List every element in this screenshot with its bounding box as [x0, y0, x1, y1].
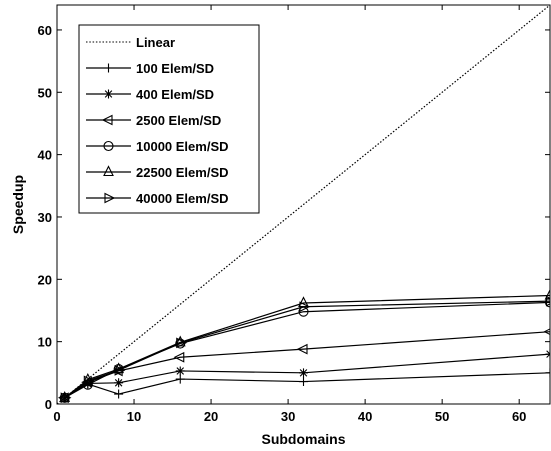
data-point — [175, 374, 185, 384]
data-point — [299, 377, 308, 387]
x-tick-label: 50 — [435, 409, 449, 424]
legend-label: 22500 Elem/SD — [136, 165, 229, 180]
data-point — [545, 368, 550, 378]
series-line — [64, 331, 550, 399]
y-tick-label: 20 — [38, 272, 52, 287]
data-point — [544, 297, 550, 308]
x-tick-label: 10 — [127, 409, 141, 424]
legend-marker — [104, 63, 113, 73]
y-tick-label: 40 — [38, 148, 52, 163]
y-tick-label: 30 — [38, 210, 52, 225]
x-axis-label: Subdomains — [261, 431, 345, 447]
series-line — [57, 5, 550, 404]
data-point — [60, 392, 72, 404]
y-tick-label: 60 — [38, 23, 52, 38]
data-point — [57, 392, 69, 404]
plot-frame — [56, 4, 551, 405]
y-tick-label: 50 — [38, 85, 52, 100]
legend-label: 400 Elem/SD — [136, 87, 214, 102]
data-point — [175, 366, 185, 376]
y-tick-label: 0 — [45, 397, 52, 412]
legend-label: 10000 Elem/SD — [136, 139, 229, 154]
series-40000-elem-sd — [60, 295, 550, 404]
data-point — [114, 364, 126, 376]
data-point — [83, 375, 95, 387]
x-tick-label: 60 — [512, 409, 526, 424]
legend-box — [78, 24, 260, 214]
legend-marker — [103, 165, 114, 177]
ticks-layer: 0 10 20 30 40 50 60 0 10 20 30 40 50 60 — [38, 5, 550, 424]
y-tick-label: 10 — [38, 335, 52, 350]
legend-label: Linear — [136, 35, 175, 50]
x-tick-label: 0 — [53, 409, 60, 424]
legend-marker — [104, 192, 116, 204]
data-point — [544, 288, 550, 300]
series-linear — [57, 5, 550, 404]
legend-marker — [103, 140, 114, 152]
data-point — [296, 343, 308, 355]
series-100-elem-sd — [60, 368, 550, 403]
y-axis-label: Speedup — [10, 175, 26, 234]
data-point — [545, 295, 550, 307]
legend-marker — [104, 89, 113, 99]
series-line — [64, 372, 550, 399]
data-point — [114, 378, 124, 388]
legend-label: 40000 Elem/SD — [136, 191, 229, 206]
data-point — [60, 393, 70, 403]
data-point — [299, 368, 308, 378]
series-10000-elem-sd — [59, 297, 550, 403]
data-point — [173, 351, 185, 363]
legend-label: 100 Elem/SD — [136, 61, 214, 76]
data-point — [299, 301, 311, 313]
data-point — [176, 337, 187, 349]
x-tick-label: 40 — [358, 409, 372, 424]
data-point — [114, 389, 124, 399]
data-point — [543, 328, 550, 336]
legend-marker — [101, 114, 113, 126]
legend: Linear 100 Elem/SD 400 Elem/SD 2500 Elem/SD… — [78, 24, 260, 214]
legend-label: 2500 Elem/SD — [136, 113, 221, 128]
x-tick-label: 20 — [204, 409, 218, 424]
x-tick-label: 30 — [281, 409, 295, 424]
series-layer — [57, 5, 550, 404]
